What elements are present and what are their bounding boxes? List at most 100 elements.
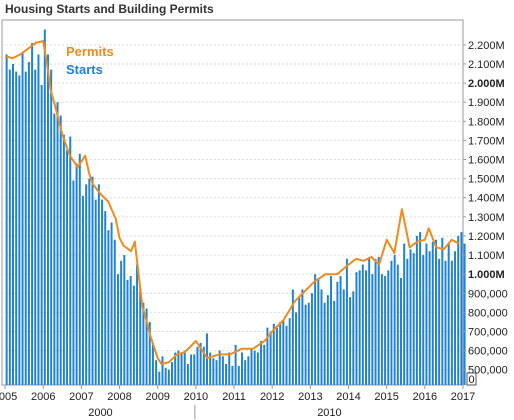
y-tick-label: 1.000M xyxy=(468,269,505,281)
starts-bar xyxy=(183,350,186,385)
y-tick-label: 1.900M xyxy=(468,97,505,109)
starts-bar xyxy=(415,235,418,385)
starts-bar xyxy=(101,199,104,385)
starts-bar xyxy=(116,274,119,385)
starts-bar xyxy=(349,297,352,385)
starts-bar xyxy=(8,69,11,386)
starts-bar xyxy=(422,255,425,385)
x-tick-label: 2011 xyxy=(222,391,246,403)
starts-bar xyxy=(275,327,278,385)
starts-bar xyxy=(457,235,460,385)
starts-bar xyxy=(272,323,275,385)
starts-bar xyxy=(358,270,361,385)
starts-bar xyxy=(425,243,428,385)
starts-bar xyxy=(94,199,97,385)
x-tick-label: 2013 xyxy=(298,391,322,403)
starts-bar xyxy=(400,277,402,385)
starts-bar xyxy=(158,371,161,385)
starts-bar xyxy=(171,362,173,385)
starts-bar xyxy=(27,62,30,386)
x-tick-label: 2008 xyxy=(107,391,131,403)
starts-bar xyxy=(330,276,333,385)
starts-bar xyxy=(12,63,14,385)
starts-bar xyxy=(314,274,317,385)
starts-bar xyxy=(202,346,205,385)
legend-starts: Starts xyxy=(66,62,103,77)
starts-bar xyxy=(253,350,256,385)
starts-bar xyxy=(31,42,34,385)
y-tick-label: 1.100M xyxy=(468,250,505,262)
starts-bar xyxy=(46,54,49,385)
y-tick-label: 500,000 xyxy=(468,365,508,377)
starts-bar xyxy=(460,232,463,385)
starts-bar xyxy=(107,230,110,385)
starts-bar xyxy=(139,289,142,385)
y-tick-label: 1.700M xyxy=(468,135,505,147)
starts-bar xyxy=(53,113,56,386)
starts-bar xyxy=(193,354,196,385)
starts-bar xyxy=(406,258,409,385)
starts-bar xyxy=(145,308,148,385)
starts-bar xyxy=(218,350,221,385)
y-tick-label: 1.600M xyxy=(468,155,505,167)
y-tick-label: 1.200M xyxy=(468,231,505,243)
starts-bar xyxy=(234,344,237,385)
starts-bar xyxy=(323,302,326,385)
starts-bar xyxy=(72,180,75,385)
starts-bar xyxy=(368,256,371,385)
y-tick-label: 600,000 xyxy=(468,346,508,358)
starts-bar xyxy=(206,333,208,385)
x-tick-label: 2015 xyxy=(374,391,398,403)
starts-bar xyxy=(78,153,81,385)
x-tick-label: 2012 xyxy=(260,391,284,403)
starts-bar xyxy=(142,302,145,385)
starts-bar xyxy=(403,243,406,385)
starts-bar xyxy=(390,260,393,385)
starts-bar xyxy=(85,184,88,385)
y-tick-label: 2.200M xyxy=(468,40,505,52)
starts-bar xyxy=(282,320,285,385)
starts-bar xyxy=(355,272,358,385)
starts-bar xyxy=(126,279,129,385)
starts-bar xyxy=(431,241,434,385)
y-zero-box xyxy=(466,372,477,386)
starts-bar xyxy=(291,289,294,385)
starts-bar xyxy=(161,356,164,385)
starts-bar xyxy=(419,232,422,385)
starts-bar xyxy=(81,195,84,385)
starts-bar xyxy=(307,302,310,385)
starts-bar xyxy=(409,249,412,385)
y-tick-label: 900,000 xyxy=(468,288,508,300)
y-zero-label: 0 xyxy=(469,374,475,386)
y-tick-label: 800,000 xyxy=(468,307,508,319)
starts-bar xyxy=(129,276,132,385)
starts-bar xyxy=(231,365,234,385)
starts-bar xyxy=(88,178,91,385)
starts-bar xyxy=(450,260,453,385)
starts-bar xyxy=(263,344,266,385)
starts-bar xyxy=(301,289,304,385)
starts-bar xyxy=(113,239,116,385)
starts-bar xyxy=(317,277,320,385)
starts-bar xyxy=(5,54,8,385)
starts-bar xyxy=(18,75,21,385)
starts-bar xyxy=(59,115,62,385)
starts-bar xyxy=(123,255,126,385)
x-tick-label: 2005 xyxy=(0,391,17,403)
y-tick-label: 2.000M xyxy=(468,78,505,90)
starts-bar xyxy=(441,237,444,385)
y-tick-label: 1.800M xyxy=(468,116,505,128)
starts-bar xyxy=(244,360,247,385)
starts-bar xyxy=(199,342,202,385)
x-tick-label: 2016 xyxy=(413,391,437,403)
starts-bar xyxy=(21,52,24,386)
y-tick-label: 700,000 xyxy=(468,326,508,338)
starts-bar xyxy=(167,369,170,385)
starts-bar xyxy=(225,363,228,385)
starts-bar xyxy=(384,276,387,385)
starts-bar xyxy=(361,264,364,385)
starts-bar xyxy=(310,293,313,385)
chart-title: Housing Starts and Building Permits xyxy=(5,2,214,16)
starts-bar xyxy=(444,260,447,385)
